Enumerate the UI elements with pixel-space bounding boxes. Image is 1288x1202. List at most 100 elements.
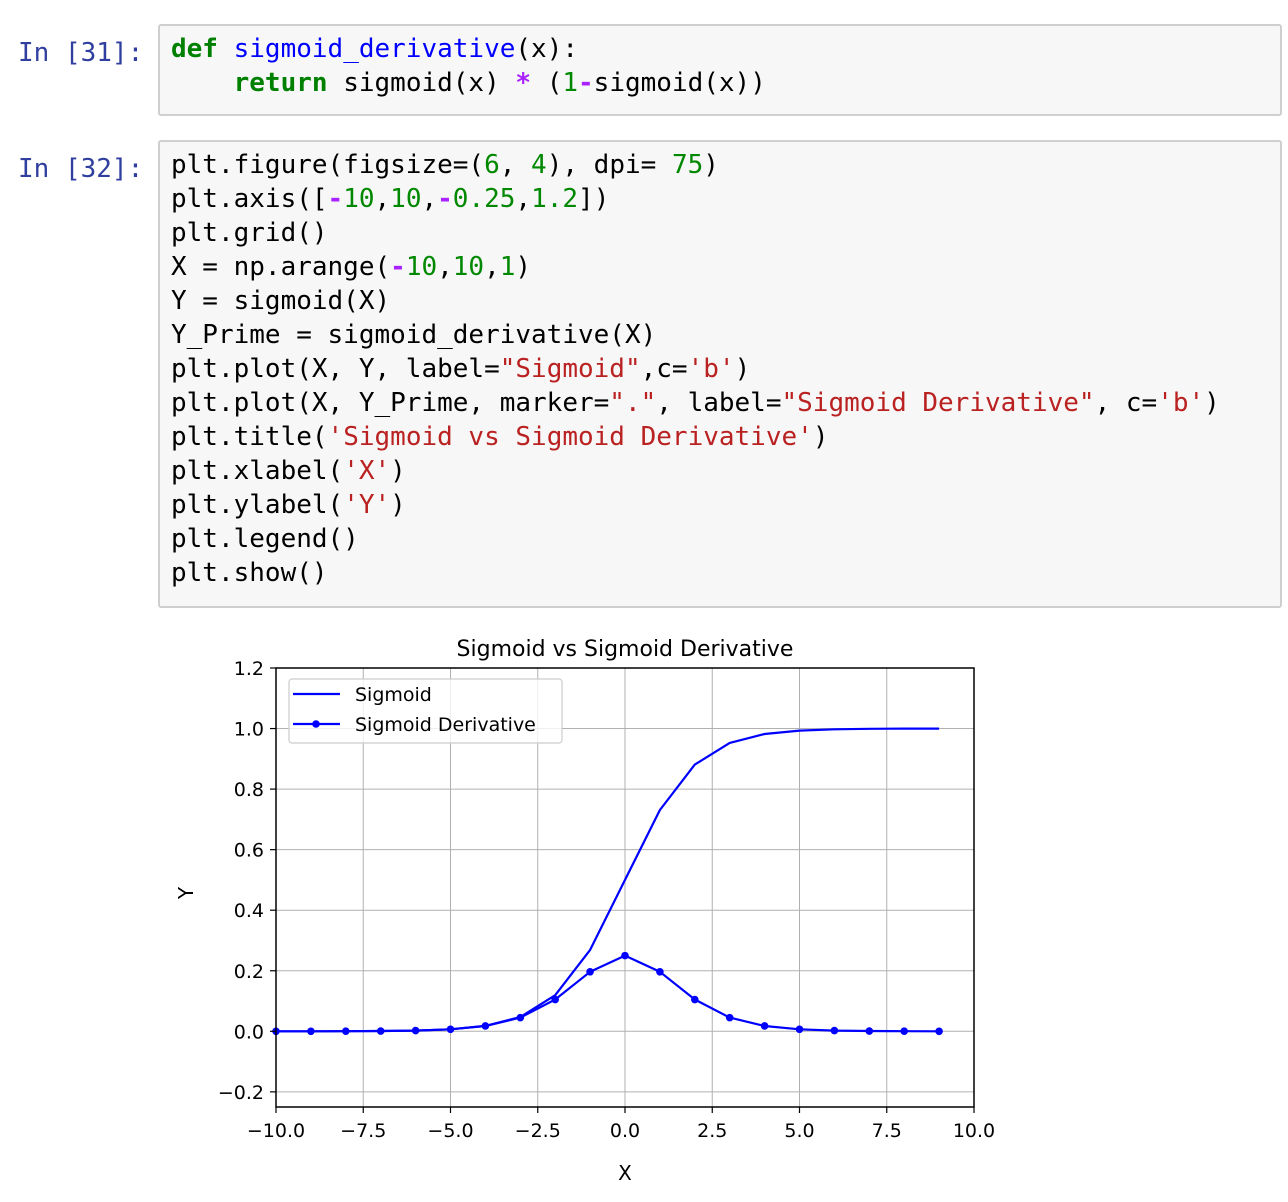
- code-token: X = np.arange(: [171, 252, 391, 282]
- code-line: plt.ylabel('Y'): [171, 488, 1269, 522]
- code-token: Y_Prime = sigmoid_derivative(X): [171, 320, 657, 350]
- code-token: 10: [343, 184, 375, 214]
- code-token: 1.2: [531, 184, 579, 214]
- legend-label-derivative: Sigmoid Derivative: [355, 714, 536, 736]
- y-tick-label: 0.8: [234, 779, 264, 801]
- code-token: [218, 34, 234, 64]
- code-token: ,: [374, 184, 391, 214]
- data-point: [586, 967, 594, 976]
- code-token: 'b': [687, 354, 735, 384]
- code-body: def sigmoid_derivative(x): return sigmoi…: [171, 32, 1269, 100]
- code-token: ,c=: [640, 354, 688, 384]
- data-point: [551, 995, 559, 1004]
- data-point: [621, 951, 629, 960]
- code-line: plt.figure(figsize=(6, 4), dpi= 75): [171, 148, 1269, 182]
- y-tick-label: 0.0: [234, 1021, 264, 1043]
- code-token: ): [703, 150, 719, 180]
- legend-box: [288, 678, 563, 744]
- code-token: "Sigmoid Derivative": [781, 388, 1095, 418]
- series-group: [272, 727, 943, 1036]
- code-line: plt.plot(X, Y, label="Sigmoid",c='b'): [171, 352, 1269, 386]
- code-token: "Sigmoid": [499, 354, 641, 384]
- code-token: sigmoid(x): [327, 68, 516, 98]
- y-tick-label: 0.6: [234, 840, 264, 862]
- code-token: 6: [484, 150, 500, 180]
- code-token: plt.ylabel(: [171, 490, 344, 520]
- code-token: 'Sigmoid vs Sigmoid Derivative': [327, 422, 813, 452]
- code-line: return sigmoid(x) * (1-sigmoid(x)): [171, 66, 1269, 100]
- legend-label-sigmoid: Sigmoid: [355, 684, 432, 706]
- code-token: ): [390, 490, 406, 520]
- code-token: ]): [578, 184, 610, 214]
- code-line: def sigmoid_derivative(x):: [171, 32, 1269, 66]
- data-point: [865, 1027, 874, 1035]
- code-line: X = np.arange(-10,10,1): [171, 250, 1269, 284]
- code-token: plt.title(: [171, 422, 328, 452]
- x-tick-label: 7.5: [872, 1120, 902, 1142]
- x-tick-label: −10.0: [247, 1120, 305, 1142]
- code-line: plt.grid(): [171, 216, 1269, 250]
- data-point: [760, 1022, 769, 1030]
- cell-prompt: In [31]:: [18, 38, 144, 68]
- y-tick-label: 0.2: [234, 961, 264, 983]
- code-line: plt.axis([-10,10,-0.25,1.2]): [171, 182, 1269, 216]
- code-token: plt.axis([: [171, 184, 328, 214]
- code-body: plt.figure(figsize=(6, 4), dpi= 75) plt.a…: [171, 148, 1269, 590]
- y-tick-label: 0.4: [234, 900, 264, 922]
- x-tick-label: −2.5: [515, 1120, 561, 1142]
- code-input-area[interactable]: def sigmoid_derivative(x): return sigmoi…: [158, 24, 1282, 116]
- code-token: sigmoid_derivative: [233, 34, 516, 64]
- x-tick-label: 0.0: [610, 1120, 640, 1142]
- code-token: 'b': [1157, 388, 1205, 418]
- legend: Sigmoid Sigmoid Derivative: [288, 678, 563, 744]
- code-token: ): [1204, 388, 1220, 418]
- data-point: [446, 1025, 455, 1034]
- x-tick-label: 10.0: [953, 1120, 995, 1142]
- code-input-area[interactable]: plt.figure(figsize=(6, 4), dpi= 75) plt.a…: [158, 140, 1282, 608]
- code-token: ): [812, 422, 829, 452]
- code-token: plt.figure(figsize=(: [171, 150, 485, 180]
- code-token: ,: [515, 184, 532, 214]
- code-token: ,: [437, 252, 453, 282]
- code-token: (x):: [515, 34, 579, 64]
- code-line: plt.title('Sigmoid vs Sigmoid Derivative…: [171, 420, 1269, 454]
- x-tick-label: −7.5: [340, 1120, 386, 1142]
- code-token: ,: [499, 150, 532, 180]
- data-point: [935, 1027, 943, 1036]
- code-token: plt.legend(): [171, 524, 359, 554]
- x-axis-label: X: [618, 1161, 632, 1185]
- data-point: [516, 1013, 525, 1022]
- y-tick-label: −0.2: [218, 1082, 264, 1104]
- data-point: [376, 1027, 385, 1035]
- code-token: 10: [452, 252, 485, 282]
- data-point: [342, 1027, 350, 1036]
- code-token: *: [515, 68, 532, 98]
- code-token: ,: [484, 252, 500, 282]
- code-token: 10: [390, 184, 422, 214]
- code-token: , label=: [656, 388, 782, 418]
- code-token: 'Y': [343, 490, 391, 520]
- code-token: ".": [609, 388, 657, 418]
- data-point: [900, 1027, 908, 1036]
- data-point: [307, 1027, 315, 1036]
- series-line-sigmoid-derivative: [276, 954, 940, 1033]
- code-token: 1: [562, 68, 579, 98]
- code-token: -: [437, 184, 453, 214]
- code-token: [171, 68, 234, 98]
- data-point: [656, 967, 664, 976]
- code-line: plt.plot(X, Y_Prime, marker=".", label="…: [171, 386, 1269, 420]
- chart-title: Sigmoid vs Sigmoid Derivative: [457, 637, 794, 662]
- code-line: plt.legend(): [171, 522, 1269, 556]
- code-token: plt.plot(X, Y, label=: [171, 354, 500, 384]
- code-token: , c=: [1094, 388, 1158, 418]
- y-tick-label: 1.2: [234, 658, 264, 680]
- y-tick-label: 1.0: [234, 719, 264, 741]
- data-point: [411, 1026, 420, 1035]
- x-tick-label: 2.5: [697, 1120, 727, 1142]
- code-token: (: [531, 68, 563, 98]
- code-token: ): [515, 252, 532, 282]
- code-token: ), dpi=: [546, 150, 672, 180]
- code-token: return: [233, 68, 328, 98]
- code-token: 1: [499, 252, 516, 282]
- code-line: Y_Prime = sigmoid_derivative(X): [171, 318, 1269, 352]
